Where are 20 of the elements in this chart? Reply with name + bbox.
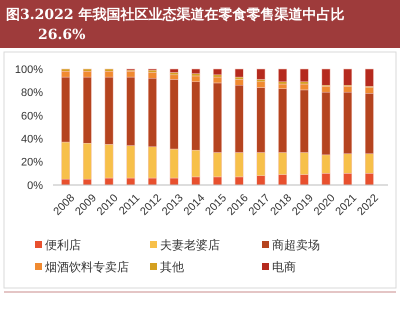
bar [170,68,178,73]
legend-label: 商超卖场 [272,238,320,252]
legend-label: 电商 [272,260,296,274]
chart-title: 图3.2022 年我国社区业态渠道在零食零售渠道中占比26.6% [6,6,344,43]
legend-label: 烟酒饮料专卖店 [45,260,129,274]
legend-label: 其他 [160,260,184,274]
bar [213,68,222,76]
legend-label: 便利店 [45,238,81,252]
y-tick-label: 60% [20,110,44,122]
y-tick-label: 20% [20,156,44,169]
bar [234,68,244,78]
bar [278,68,287,82]
bar [256,68,266,80]
bar [300,68,309,82]
y-tick-label: 0% [27,180,44,192]
y-tick-label: 80% [20,87,44,100]
bar [191,68,200,74]
y-tick-label: 100% [14,64,44,76]
y-tick-label: 40% [20,133,44,146]
legend-label: 夫妻老婆店 [160,238,220,252]
